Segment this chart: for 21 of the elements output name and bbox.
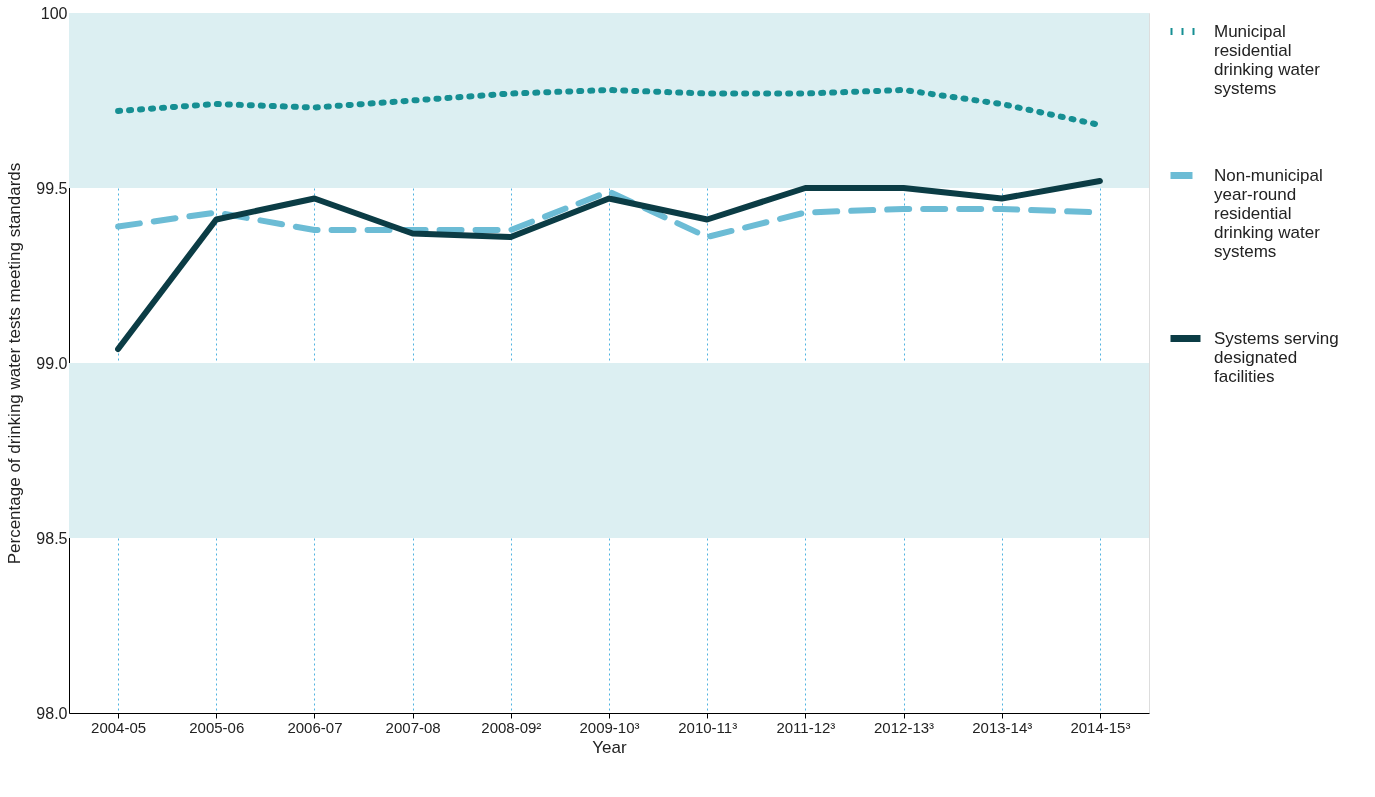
y-tick-label: 99.5 (36, 179, 68, 197)
legend-label: Municipal residential drinking water systems (1214, 21, 1321, 98)
x-tick-label: 2008-09² (481, 718, 542, 736)
x-tick-label: 2005-06 (189, 718, 245, 736)
x-tick-label: 2011-12³ (776, 718, 836, 736)
legend-label: Systems serving designated facilities (1214, 328, 1339, 386)
x-tick-label: 2010-11³ (678, 718, 738, 736)
x-tick-label: 2007-08 (385, 718, 441, 736)
x-tick-label: 2009-10³ (579, 718, 640, 736)
x-tick-label: 2014-15³ (1070, 718, 1131, 736)
y-tick-label: 100 (40, 4, 68, 22)
y-tick-label: 98.5 (36, 529, 68, 547)
legend-label: Non-municipal year-round residential drinking water systems (1214, 165, 1323, 261)
x-axis-title: Year (592, 737, 628, 757)
x-tick-label: 2006-07 (287, 718, 343, 736)
x-tick-label: 2012-13³ (874, 718, 935, 736)
x-tick-label: 2004-05 (91, 718, 147, 736)
y-tick-label: 98.0 (36, 704, 68, 722)
y-axis-title: Percentage of drinking water tests meeting standards (5, 162, 25, 565)
x-tick-label: 2013-14³ (972, 718, 1033, 736)
y-tick-label: 99.0 (36, 354, 68, 372)
